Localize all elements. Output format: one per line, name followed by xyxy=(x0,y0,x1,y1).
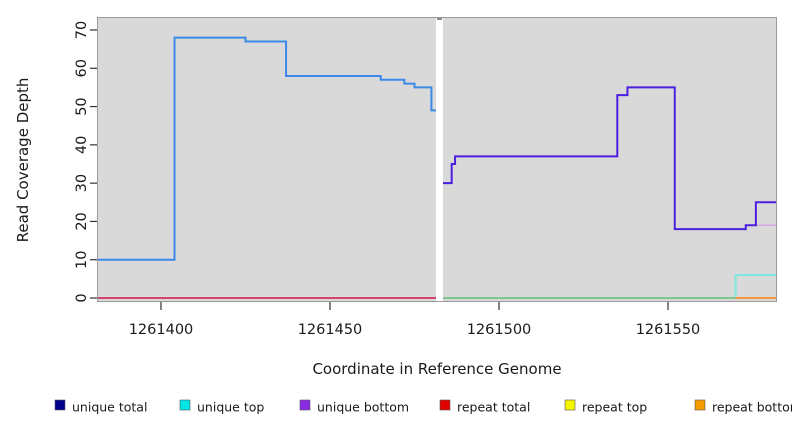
y-tick-label-0: 0 xyxy=(74,293,90,302)
legend-label-unique-bottom: unique bottom xyxy=(317,400,409,415)
y-tick-label-50: 50 xyxy=(74,97,90,115)
x-tick-label-1261500: 1261500 xyxy=(467,322,532,338)
legend-swatch-repeat-top xyxy=(564,399,576,411)
y-axis-ticks xyxy=(90,29,97,299)
legend-swatch-unique-top xyxy=(179,399,191,411)
legend-swatch-unique-total xyxy=(54,399,66,411)
y-tick-label-70: 70 xyxy=(74,21,90,39)
y-tick-label-60: 60 xyxy=(74,59,90,77)
legend-swatch-repeat-bottom xyxy=(694,399,706,411)
y-tick-label-30: 30 xyxy=(74,174,90,192)
coordinate-gap-marker xyxy=(436,18,443,301)
y-tick-label-10: 10 xyxy=(74,250,90,268)
y-tick-label-40: 40 xyxy=(74,136,90,154)
x-tick-label-1261400: 1261400 xyxy=(129,322,194,338)
legend-label-repeat-total: repeat total xyxy=(457,400,530,415)
x-axis-title: Coordinate in Reference Genome xyxy=(312,360,561,378)
x-axis-ticks xyxy=(160,302,669,310)
legend-swatch-repeat-total xyxy=(439,399,451,411)
chart-legend: unique total unique top unique bottom repea… xyxy=(54,399,792,415)
data-series-group xyxy=(98,36,776,299)
coordinate-gap-cap xyxy=(437,17,442,20)
series-line-unique-bottom xyxy=(438,86,776,299)
x-tick-label-1261550: 1261550 xyxy=(636,322,701,338)
y-tick-label-20: 20 xyxy=(74,212,90,230)
x-axis-tick-labels: 1261400 1261450 1261500 1261550 xyxy=(129,322,701,338)
y-axis-tick-labels: 0 10 20 30 40 50 60 70 xyxy=(74,21,90,303)
series-line-unique-total xyxy=(98,36,440,298)
legend-label-unique-top: unique top xyxy=(197,400,264,415)
plot-panel-border xyxy=(97,17,777,302)
legend-label-unique-total: unique total xyxy=(72,400,147,415)
legend-swatch-unique-bottom xyxy=(299,399,311,411)
legend-label-repeat-top: repeat top xyxy=(582,400,647,415)
legend-label-repeat-bottom: repeat bottom xyxy=(712,400,792,415)
y-axis-title: Read Coverage Depth xyxy=(14,78,32,243)
x-tick-label-1261450: 1261450 xyxy=(298,322,363,338)
